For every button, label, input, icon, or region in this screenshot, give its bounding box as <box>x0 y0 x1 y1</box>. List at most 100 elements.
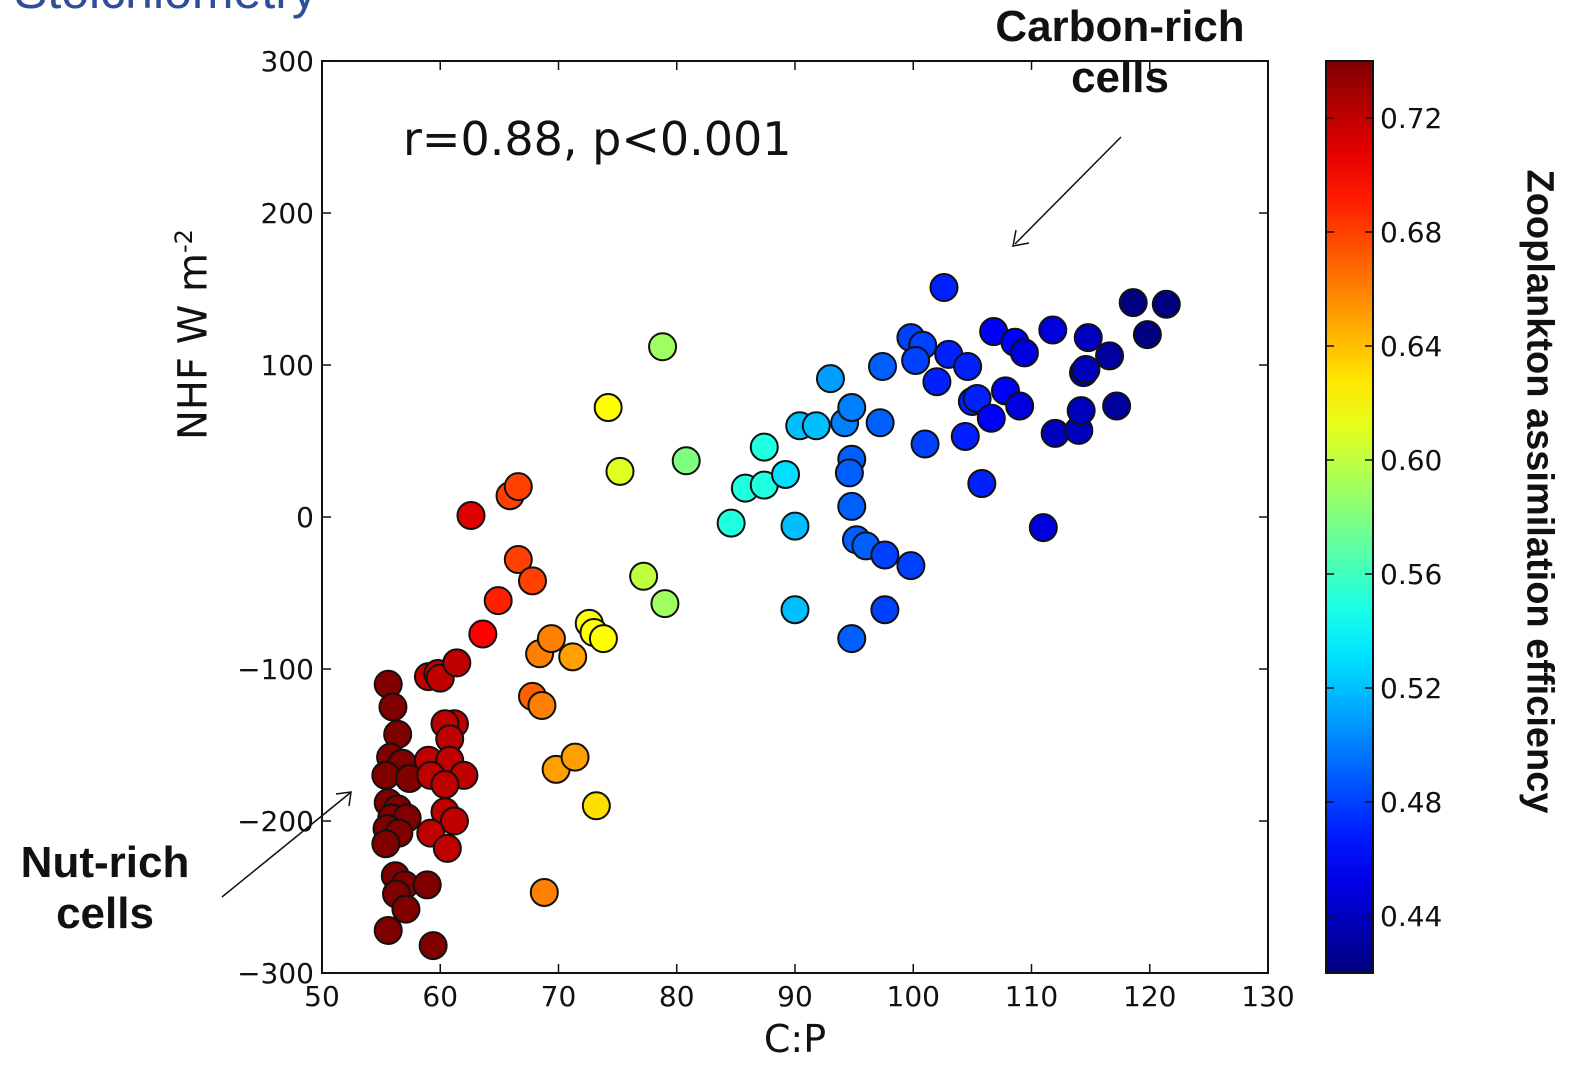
y-tick-label: −200 <box>237 805 314 838</box>
colorbar-tick-label: 0.52 <box>1380 672 1442 705</box>
data-point <box>558 642 588 672</box>
data-point <box>1118 288 1148 318</box>
data-point <box>629 561 659 591</box>
data-point <box>418 931 448 961</box>
data-point <box>529 877 559 907</box>
data-point <box>371 760 401 790</box>
data-point <box>527 690 557 720</box>
data-point <box>771 459 801 489</box>
data-point <box>671 446 701 476</box>
data-point <box>950 421 980 451</box>
data-point <box>483 586 513 616</box>
data-point <box>536 624 566 654</box>
data-point <box>1132 320 1162 350</box>
colorbar-tick-label: 0.72 <box>1380 102 1442 135</box>
colorbar-tick-label: 0.44 <box>1380 900 1442 933</box>
data-point <box>837 393 867 423</box>
data-point <box>1040 418 1070 448</box>
data-point <box>976 403 1006 433</box>
data-point <box>780 511 810 541</box>
nut-rich-annotation: Nut-rich cells <box>0 838 210 939</box>
data-point <box>1102 391 1132 421</box>
data-point <box>953 352 983 382</box>
y-axis-label-main: NHF W m <box>170 253 217 440</box>
data-point <box>391 894 421 924</box>
colorbar-tick-label: 0.48 <box>1380 786 1442 819</box>
colorbar-bar <box>1325 60 1374 974</box>
colorbar: 0.44 0.48 0.52 0.56 0.60 0.64 0.68 0.72 <box>1325 60 1442 974</box>
colorbar-label: Zooplankton assimilation efficiency <box>1518 169 1561 814</box>
y-tick-label: 200 <box>261 197 314 230</box>
data-point <box>834 458 864 488</box>
annotation-arrows <box>221 136 1122 898</box>
data-point <box>716 508 746 538</box>
y-axis-label: NHF W m-2 <box>170 229 216 440</box>
x-tick-label: 70 <box>541 980 577 1013</box>
plot-area <box>322 61 1268 973</box>
data-point <box>870 540 900 570</box>
data-point <box>581 791 611 821</box>
data-point <box>868 352 898 382</box>
data-point <box>1095 341 1125 371</box>
colorbar-tick-label: 0.60 <box>1380 444 1442 477</box>
x-tick-label: 120 <box>1123 980 1176 1013</box>
x-tick-label: 50 <box>304 980 340 1013</box>
nut-rich-line1: Nut-rich <box>20 838 190 887</box>
data-point <box>967 469 997 499</box>
y-tick-label: 0 <box>296 501 314 534</box>
data-point <box>430 770 460 800</box>
data-point <box>648 332 678 362</box>
colorbar-tick-label: 0.64 <box>1380 330 1442 363</box>
carbon-arrowhead <box>1012 229 1030 247</box>
x-tick-label: 100 <box>887 980 940 1013</box>
y-tick-label: 100 <box>261 349 314 382</box>
data-point <box>801 411 831 441</box>
data-point <box>412 870 442 900</box>
data-point <box>896 551 926 581</box>
data-point <box>517 566 547 596</box>
colorbar-tick-label: 0.56 <box>1380 558 1442 591</box>
data-point <box>901 345 931 375</box>
data-point <box>780 595 810 625</box>
x-axis-label: C:P <box>764 1017 826 1061</box>
data-point <box>870 595 900 625</box>
nut-arrow <box>221 792 351 898</box>
x-tick-label: 130 <box>1241 980 1294 1013</box>
data-point <box>588 624 618 654</box>
data-point <box>837 491 867 521</box>
y-tick-label: −100 <box>237 653 314 686</box>
data-point <box>503 472 533 502</box>
data-point <box>1151 289 1181 319</box>
x-tick-label: 110 <box>1005 980 1058 1013</box>
data-point <box>1071 355 1101 385</box>
y-axis-label-exponent: -2 <box>170 229 198 254</box>
slide-title: Stoichiometry <box>14 0 317 20</box>
data-point <box>378 692 408 722</box>
data-point <box>560 742 590 772</box>
data-point <box>1038 315 1068 345</box>
data-point <box>593 393 623 423</box>
correlation-stat: r=0.88, p<0.001 <box>403 112 792 166</box>
data-point <box>922 367 952 397</box>
colorbar-tick-label: 0.68 <box>1380 216 1442 249</box>
y-tick-label: −300 <box>237 957 314 990</box>
data-point <box>371 829 401 859</box>
data-point <box>815 364 845 394</box>
data-point <box>373 915 403 945</box>
data-point <box>605 456 635 486</box>
carbon-rich-line2: cells <box>1071 52 1169 102</box>
nut-rich-line2: cells <box>56 888 154 938</box>
carbon-rich-line1: Carbon-rich <box>995 2 1245 51</box>
y-tick-label: 300 <box>261 45 314 78</box>
data-point <box>442 648 472 678</box>
data-point <box>468 619 498 649</box>
data-point <box>456 500 486 530</box>
data-point <box>865 408 895 438</box>
x-tick-label: 80 <box>659 980 695 1013</box>
data-point <box>650 589 680 619</box>
data-point <box>749 432 779 462</box>
x-tick-label: 90 <box>777 980 813 1013</box>
data-point <box>1028 513 1058 543</box>
x-tick-label: 60 <box>422 980 458 1013</box>
